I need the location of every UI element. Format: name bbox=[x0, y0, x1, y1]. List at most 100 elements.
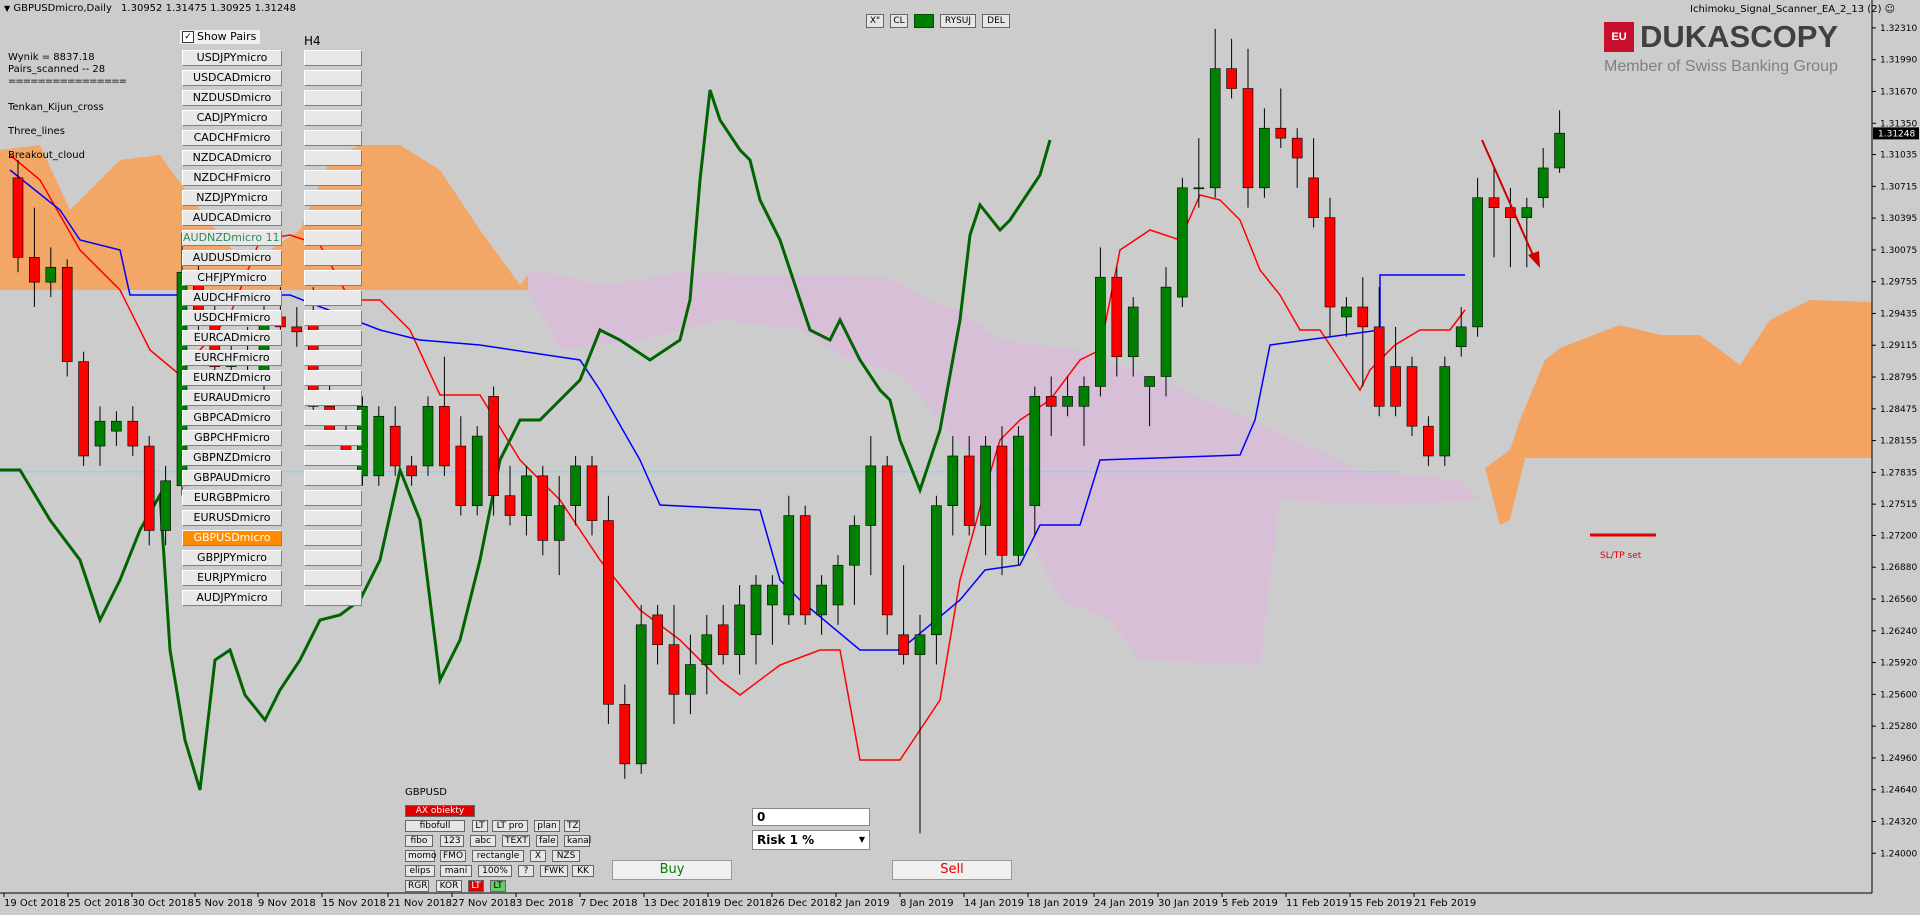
pair-button[interactable]: GBPNZDmicro bbox=[182, 450, 282, 466]
tool-button[interactable]: FWK bbox=[540, 865, 568, 877]
checkbox-check-icon[interactable]: ✓ bbox=[182, 31, 194, 43]
tool-button[interactable]: 123 bbox=[440, 835, 464, 847]
pair-button[interactable]: AUDUSDmicro bbox=[182, 250, 282, 266]
tool-button[interactable]: KK bbox=[572, 865, 594, 877]
sell-button[interactable]: Sell bbox=[892, 860, 1012, 880]
tool-button[interactable]: momo bbox=[405, 850, 437, 862]
pair-signal-button[interactable] bbox=[304, 130, 362, 146]
pair-signal-button[interactable] bbox=[304, 210, 362, 226]
pair-button[interactable]: NZDCHFmicro bbox=[182, 170, 282, 186]
pair-signal-button[interactable] bbox=[304, 390, 362, 406]
pair-signal-button[interactable] bbox=[304, 310, 362, 326]
pair-button[interactable]: NZDCADmicro bbox=[182, 150, 282, 166]
tool-button[interactable]: TZ bbox=[564, 820, 580, 832]
pair-signal-button[interactable] bbox=[304, 570, 362, 586]
pair-signal-button[interactable] bbox=[304, 70, 362, 86]
pair-button[interactable]: AUDCADmicro bbox=[182, 210, 282, 226]
pair-signal-button[interactable] bbox=[304, 430, 362, 446]
close-all-button[interactable]: X" bbox=[866, 14, 884, 28]
pair-button[interactable]: GBPCHFmicro bbox=[182, 430, 282, 446]
pair-button[interactable]: CADJPYmicro bbox=[182, 110, 282, 126]
pair-signal-button[interactable] bbox=[304, 370, 362, 386]
pair-button[interactable]: GBPAUDmicro bbox=[182, 470, 282, 486]
lot-input[interactable]: 0 bbox=[752, 808, 870, 826]
pair-button[interactable]: EURNZDmicro bbox=[182, 370, 282, 386]
pair-signal-button[interactable] bbox=[304, 510, 362, 526]
pair-signal-button[interactable] bbox=[304, 290, 362, 306]
cl-button[interactable]: CL bbox=[890, 14, 908, 28]
pair-signal-button[interactable] bbox=[304, 170, 362, 186]
candle bbox=[947, 436, 959, 536]
risk-select[interactable]: Risk 1 % ▼ bbox=[752, 830, 870, 850]
pair-button[interactable]: AUDJPYmicro bbox=[182, 590, 282, 606]
pair-signal-button[interactable] bbox=[304, 230, 362, 246]
tool-button[interactable]: FMO bbox=[440, 850, 466, 862]
tool-button[interactable]: fibo bbox=[405, 835, 433, 847]
pair-button[interactable]: USDCADmicro bbox=[182, 70, 282, 86]
pair-signal-button[interactable] bbox=[304, 250, 362, 266]
tool-button[interactable]: kanal bbox=[564, 835, 591, 847]
tool-button[interactable]: AX obiekty bbox=[405, 805, 475, 817]
ea-label-row: Ichimoku_Signal_Scanner_EA_2_13 (2) ☺ bbox=[1690, 4, 1895, 15]
pair-button[interactable]: EURUSDmicro bbox=[182, 510, 282, 526]
rysuj-button[interactable]: RYSUJ bbox=[940, 14, 976, 28]
buy-button[interactable]: Buy bbox=[612, 860, 732, 880]
pair-signal-button[interactable] bbox=[304, 270, 362, 286]
tool-button[interactable]: KOR bbox=[436, 880, 462, 892]
pair-signal-button[interactable] bbox=[304, 190, 362, 206]
tool-button[interactable]: abc bbox=[470, 835, 496, 847]
show-pairs-toggle[interactable]: ✓ Show Pairs bbox=[180, 30, 260, 44]
tool-button[interactable]: LT bbox=[490, 880, 506, 892]
tool-button[interactable]: ? bbox=[518, 865, 534, 877]
pair-button[interactable]: NZDJPYmicro bbox=[182, 190, 282, 206]
tool-button[interactable]: 100% bbox=[478, 865, 512, 877]
pair-signal-button[interactable] bbox=[304, 470, 362, 486]
pair-button[interactable]: EURCHFmicro bbox=[182, 350, 282, 366]
pair-button[interactable]: CADCHFmicro bbox=[182, 130, 282, 146]
tool-button[interactable]: elips bbox=[405, 865, 435, 877]
tool-button[interactable]: LT bbox=[468, 880, 484, 892]
pair-signal-button[interactable] bbox=[304, 90, 362, 106]
pair-button[interactable]: AUDNZDmicro 111 bbox=[182, 230, 282, 246]
tool-button[interactable]: fibofull bbox=[405, 820, 465, 832]
pair-button[interactable]: GBPUSDmicro bbox=[182, 530, 282, 546]
pair-button[interactable]: EURCADmicro bbox=[182, 330, 282, 346]
pair-button[interactable]: GBPCADmicro bbox=[182, 410, 282, 426]
pair-signal-button[interactable] bbox=[304, 410, 362, 426]
pair-button[interactable]: GBPJPYmicro bbox=[182, 550, 282, 566]
pair-button[interactable]: EURJPYmicro bbox=[182, 570, 282, 586]
tool-button[interactable]: LT bbox=[472, 820, 488, 832]
pair-signal-button[interactable] bbox=[304, 50, 362, 66]
pair-button[interactable]: EURAUDmicro bbox=[182, 390, 282, 406]
pair-button[interactable]: USDJPYmicro bbox=[182, 50, 282, 66]
signal-three-lines: Three_lines bbox=[8, 126, 65, 137]
pair-signal-button[interactable] bbox=[304, 590, 362, 606]
pair-signal-button[interactable] bbox=[304, 550, 362, 566]
pair-signal-button[interactable] bbox=[304, 490, 362, 506]
tool-button[interactable]: X bbox=[530, 850, 546, 862]
pair-signal-button[interactable] bbox=[304, 450, 362, 466]
tool-button[interactable]: rectangle bbox=[472, 850, 524, 862]
pair-signal-button[interactable] bbox=[304, 150, 362, 166]
tool-button[interactable]: mani bbox=[440, 865, 472, 877]
pair-signal-button[interactable] bbox=[304, 530, 362, 546]
pair-signal-button[interactable] bbox=[304, 110, 362, 126]
tool-button[interactable]: LT pro bbox=[492, 820, 528, 832]
pair-signal-button[interactable] bbox=[304, 350, 362, 366]
pair-button[interactable]: CHFJPYmicro bbox=[182, 270, 282, 286]
tool-button[interactable]: NZS bbox=[552, 850, 580, 862]
pair-signal-button[interactable] bbox=[304, 330, 362, 346]
tool-button[interactable]: fale bbox=[536, 835, 558, 847]
pair-button[interactable]: USDCHFmicro bbox=[182, 310, 282, 326]
tool-button[interactable]: RGR bbox=[405, 880, 429, 892]
green-toggle-button[interactable] bbox=[914, 14, 934, 28]
pair-button[interactable]: AUDCHFmicro bbox=[182, 290, 282, 306]
tool-button[interactable]: TEXT bbox=[502, 835, 530, 847]
chevron-down-icon[interactable]: ▼ bbox=[858, 835, 865, 844]
del-button[interactable]: DEL bbox=[982, 14, 1010, 28]
pair-button[interactable]: NZDUSDmicro bbox=[182, 90, 282, 106]
tool-button[interactable]: plan bbox=[534, 820, 560, 832]
pair-button[interactable]: EURGBPmicro bbox=[182, 490, 282, 506]
